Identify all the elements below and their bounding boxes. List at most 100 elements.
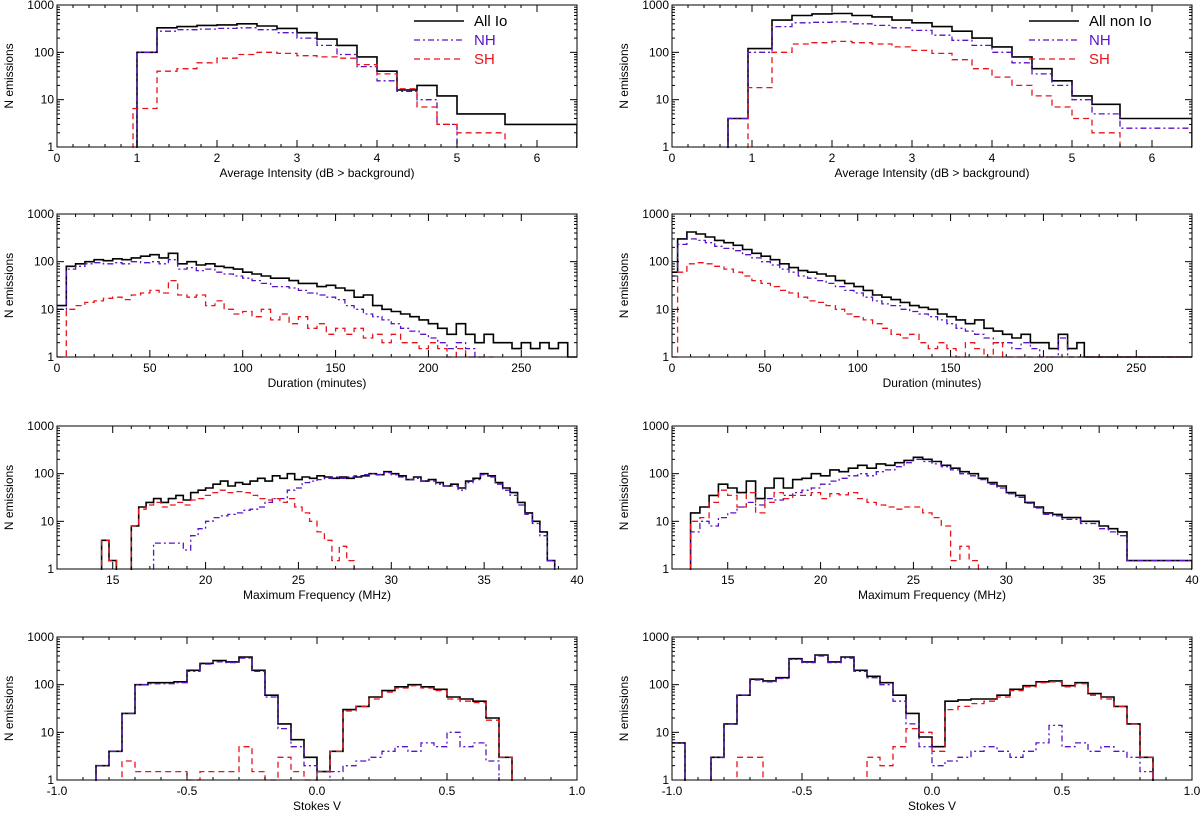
x-tick-label: 3 bbox=[294, 151, 301, 165]
y-tick-label: 10 bbox=[41, 93, 55, 107]
series-all-line bbox=[136, 23, 577, 148]
x-tick-label: 15 bbox=[721, 573, 735, 587]
legend-label-sh: SH bbox=[1089, 51, 1110, 68]
series-sh-line bbox=[100, 489, 355, 570]
y-tick-label: 1 bbox=[47, 140, 54, 154]
x-tick-label: 2 bbox=[829, 151, 836, 165]
x-tick-label: 0 bbox=[54, 151, 61, 165]
x-tick-label: 50 bbox=[758, 361, 772, 375]
plot-frame bbox=[56, 4, 578, 148]
y-axis-label: N emissions bbox=[617, 253, 631, 318]
series-all-line bbox=[672, 231, 1192, 358]
chart-panel-duration-nonio: 0 50 100 150 200 250 1 10 100 1000 Duration (minut… bbox=[617, 207, 1193, 390]
y-tick-label: 1 bbox=[47, 350, 54, 364]
x-tick-label: 0 bbox=[669, 151, 676, 165]
x-tick-label: 0.5 bbox=[1054, 784, 1071, 798]
chart-panel-duration-io: 0 50 100 150 200 250 1 10 100 1000 Duration (minut… bbox=[2, 207, 578, 390]
x-tick-label: 40 bbox=[1185, 573, 1199, 587]
series-sh-line bbox=[736, 681, 1154, 781]
series-all-line bbox=[95, 656, 513, 781]
x-tick-label: 30 bbox=[385, 573, 399, 587]
x-tick-label: 5 bbox=[1069, 151, 1076, 165]
x-tick-label: 15 bbox=[106, 573, 120, 587]
x-tick-label: -1.0 bbox=[47, 784, 68, 798]
x-tick-label: 250 bbox=[511, 361, 531, 375]
series-nh-line bbox=[689, 458, 1192, 570]
series-sh-line bbox=[747, 40, 1121, 148]
y-tick-label: 1000 bbox=[27, 630, 54, 644]
legend: All non Io NH SH bbox=[1029, 13, 1152, 68]
y-tick-label: 10 bbox=[656, 302, 670, 316]
x-tick-label: 150 bbox=[326, 361, 346, 375]
x-tick-label: 5 bbox=[454, 151, 461, 165]
legend-label-sh: SH bbox=[474, 51, 495, 68]
x-tick-label: 4 bbox=[989, 151, 996, 165]
x-tick-label: 35 bbox=[477, 573, 491, 587]
plot-frame bbox=[671, 425, 1193, 570]
y-tick-label: 10 bbox=[41, 725, 55, 739]
y-axis-label: N emissions bbox=[2, 253, 16, 318]
x-tick-label: 0.0 bbox=[924, 784, 941, 798]
series-sh-line bbox=[672, 262, 1192, 358]
y-axis-label: N emissions bbox=[617, 676, 631, 741]
x-tick-label: 100 bbox=[233, 361, 253, 375]
series-nh-line bbox=[95, 657, 500, 781]
series-sh-line bbox=[121, 685, 513, 781]
x-tick-label: 0 bbox=[669, 361, 676, 375]
x-tick-label: 25 bbox=[292, 573, 306, 587]
y-tick-label: 1 bbox=[662, 562, 669, 576]
y-tick-label: 1 bbox=[662, 140, 669, 154]
y-tick-label: 10 bbox=[656, 514, 670, 528]
series-sh-line bbox=[57, 279, 494, 358]
plot-frame bbox=[671, 213, 1193, 358]
series-nh-line bbox=[136, 27, 458, 148]
x-tick-label: 1.0 bbox=[1184, 784, 1200, 798]
chart-panel-stokes-nonio: -1.0 -0.5 0.0 0.5 1.0 1 10 100 1000 Stokes V N emi… bbox=[617, 630, 1200, 813]
y-tick-label: 100 bbox=[649, 45, 669, 59]
series-nh-line bbox=[152, 472, 556, 570]
series-sh-line bbox=[689, 489, 980, 570]
chart-panel-stokes-io: -1.0 -0.5 0.0 0.5 1.0 1 10 100 1000 Stokes V N emi… bbox=[2, 630, 586, 813]
x-tick-label: 3 bbox=[909, 151, 916, 165]
legend-label-all: All non Io bbox=[1089, 13, 1152, 30]
y-tick-label: 100 bbox=[34, 255, 54, 269]
x-tick-label: 40 bbox=[570, 573, 584, 587]
x-tick-label: 4 bbox=[374, 151, 381, 165]
x-tick-label: 50 bbox=[143, 361, 157, 375]
legend-label-all: All Io bbox=[474, 13, 507, 30]
y-tick-label: 100 bbox=[649, 467, 669, 481]
x-tick-label: 100 bbox=[848, 361, 868, 375]
chart-panel-frequency-io: 15 20 25 30 35 40 1 10 100 1000 Maximum Frequency … bbox=[2, 419, 584, 602]
series-nh-line bbox=[672, 238, 1192, 358]
y-tick-label: 10 bbox=[41, 302, 55, 316]
y-tick-label: 1 bbox=[662, 773, 669, 787]
series-nh-line bbox=[672, 655, 1154, 781]
plot-frame bbox=[56, 425, 578, 570]
series-sh-line bbox=[132, 51, 506, 148]
x-tick-label: 25 bbox=[907, 573, 921, 587]
x-tick-label: 1 bbox=[134, 151, 141, 165]
x-axis-label: Duration (minutes) bbox=[268, 376, 367, 390]
x-tick-label: 6 bbox=[1149, 151, 1156, 165]
series-nh-line bbox=[727, 21, 1192, 148]
y-axis-label: N emissions bbox=[2, 676, 16, 741]
legend-label-nh: NH bbox=[474, 32, 496, 49]
chart-panel-frequency-nonio: 15 20 25 30 35 40 1 10 100 1000 Maximum Frequency … bbox=[617, 419, 1199, 602]
x-tick-label: 6 bbox=[534, 151, 541, 165]
y-tick-label: 100 bbox=[34, 45, 54, 59]
y-tick-label: 100 bbox=[649, 255, 669, 269]
y-tick-label: 100 bbox=[649, 678, 669, 692]
y-tick-label: 1000 bbox=[642, 630, 669, 644]
x-tick-label: 0 bbox=[54, 361, 61, 375]
x-axis-label: Maximum Frequency (MHz) bbox=[858, 588, 1006, 602]
y-tick-label: 1000 bbox=[27, 419, 54, 433]
x-axis-label: Average Intensity (dB > background) bbox=[835, 166, 1030, 180]
x-tick-label: 30 bbox=[1000, 573, 1014, 587]
x-tick-label: 20 bbox=[814, 573, 828, 587]
y-tick-label: 1 bbox=[47, 773, 54, 787]
x-axis-label: Stokes V bbox=[293, 799, 341, 813]
y-tick-label: 1000 bbox=[642, 0, 669, 12]
series-nh-line bbox=[57, 259, 485, 358]
